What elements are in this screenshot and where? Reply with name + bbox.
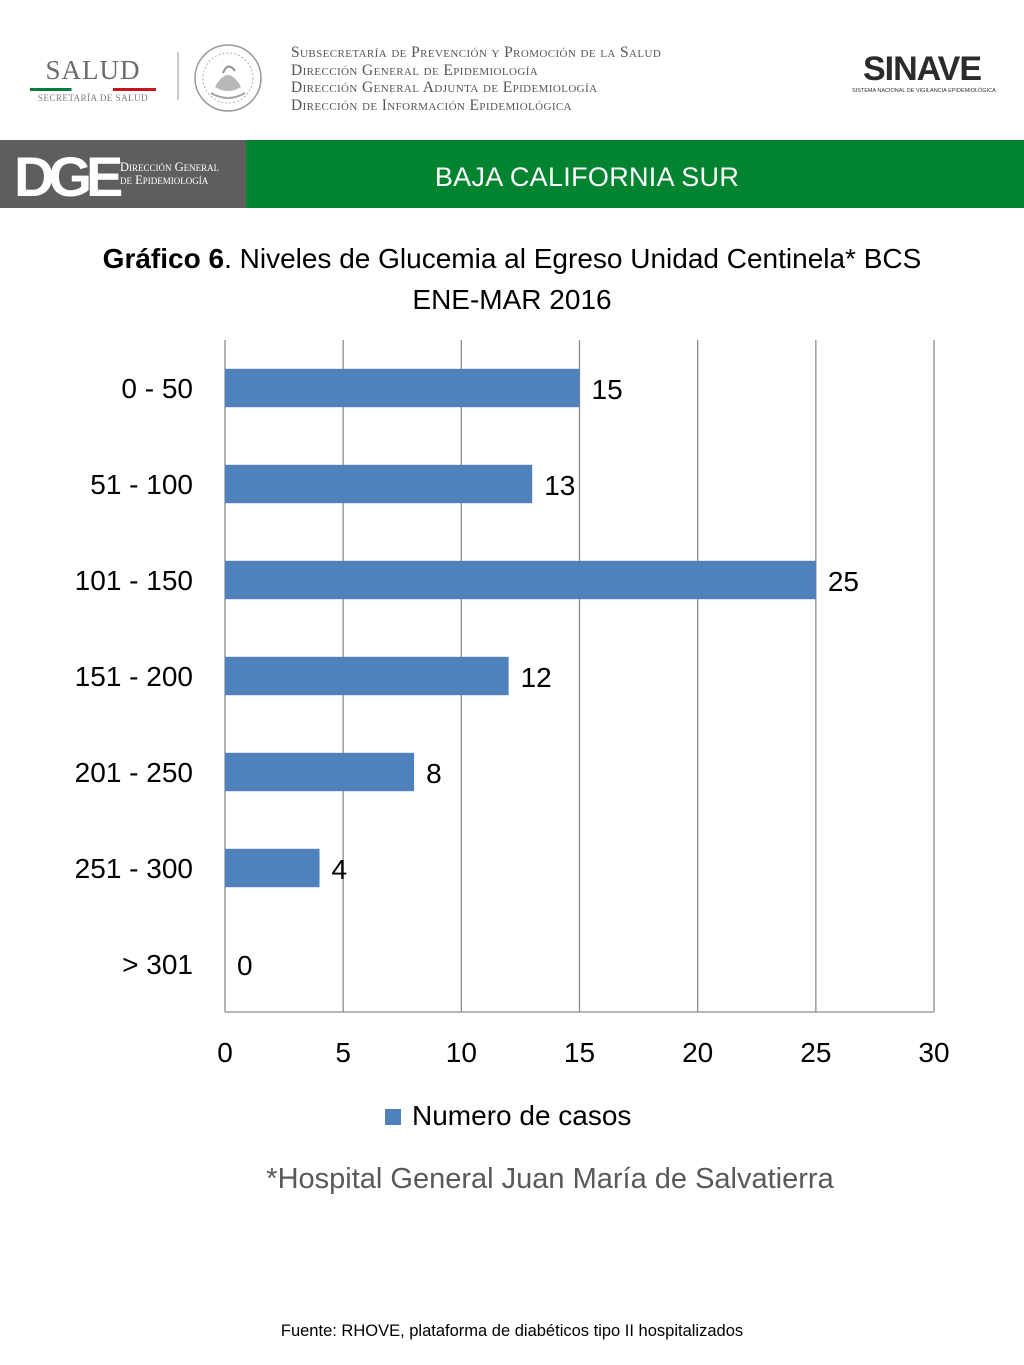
bar — [225, 464, 533, 504]
footnote: *Hospital General Juan María de Salvatie… — [266, 1163, 834, 1195]
header-divider — [177, 52, 179, 100]
chart-title-period: ENE-MAR 2016 — [412, 284, 612, 315]
category-label: 201 - 250 — [75, 757, 193, 788]
chart-title: Gráfico 6. Niveles de Glucemia al Egreso… — [0, 238, 1024, 320]
data-label: 25 — [828, 566, 859, 597]
page-header: SALUD SECRETARÍA DE SALUD Subsecretaría … — [0, 0, 1024, 140]
x-tick-label: 30 — [918, 1037, 949, 1068]
state-banner: BAJA CALIFORNIA SUR — [246, 140, 1024, 208]
bar-chart: 0 - 50 51 - 100 101 - 150 151 - 200 201 - 25… — [75, 340, 950, 1068]
category-label: 0 - 50 — [121, 373, 193, 404]
sinave-logo-word: SINAVE — [862, 50, 982, 88]
category-label: 51 - 100 — [90, 469, 193, 500]
category-label: > 301 — [122, 949, 193, 980]
bar — [225, 752, 415, 792]
bar — [225, 848, 320, 888]
chart-data-labels: 15 13 25 12 8 4 0 — [237, 374, 859, 981]
data-label: 8 — [426, 758, 442, 789]
salud-logo-rule — [30, 88, 156, 91]
national-seal-icon — [194, 44, 262, 112]
bar — [225, 368, 580, 408]
chart-bars — [225, 368, 816, 888]
chart-title-text: . Niveles de Glucemia al Egreso Unidad C… — [224, 243, 922, 274]
dge-logo-text-line2: de Epidemiología — [120, 173, 209, 187]
dge-logo-text-line1: Dirección General — [120, 160, 220, 174]
dge-logo: DGE Dirección General de Epidemiología — [0, 140, 246, 208]
salud-logo-word: SALUD — [45, 55, 141, 85]
institution-lines: Subsecretaría de Prevención y Promoción … — [291, 44, 811, 114]
x-tick-label: 25 — [800, 1037, 831, 1068]
dge-logo-letters: DGE — [14, 145, 122, 204]
data-label: 12 — [521, 662, 552, 693]
legend-label: Numero de casos — [412, 1100, 632, 1131]
legend-swatch — [385, 1109, 401, 1125]
data-label: 15 — [592, 374, 623, 405]
state-name: BAJA CALIFORNIA SUR — [434, 162, 740, 192]
sinave-logo: SINAVE SISTEMA NACIONAL DE VIGILANCIA EP… — [852, 46, 996, 98]
x-tick-label: 10 — [446, 1037, 477, 1068]
source-note: Fuente: RHOVE, plataforma de diabéticos … — [280, 1322, 744, 1340]
chart-tick-labels: 0 5 10 15 20 25 30 — [217, 1037, 949, 1068]
data-label: 0 — [237, 950, 253, 981]
salud-logo-subtitle: SECRETARÍA DE SALUD — [37, 93, 149, 103]
category-label: 251 - 300 — [75, 853, 193, 884]
data-label: 13 — [544, 470, 575, 501]
category-label: 101 - 150 — [75, 565, 193, 596]
data-label: 4 — [332, 854, 348, 885]
dge-logo-text: Dirección General de Epidemiología — [120, 161, 219, 187]
chart-category-labels: 0 - 50 51 - 100 101 - 150 151 - 200 201 - 25… — [75, 373, 193, 980]
x-tick-label: 15 — [564, 1037, 595, 1068]
sinave-logo-subtitle: SISTEMA NACIONAL DE VIGILANCIA EPIDEMIOL… — [852, 88, 996, 94]
x-tick-label: 20 — [682, 1037, 713, 1068]
title-band: DGE Dirección General de Epidemiología B… — [0, 140, 1024, 208]
dge-letters-logo: DGE — [14, 145, 122, 204]
institution-line-1: Subsecretaría de Prevención y Promoción … — [291, 44, 662, 61]
salud-logo: SALUD SECRETARÍA DE SALUD — [28, 55, 158, 105]
category-label: 151 - 200 — [75, 661, 193, 692]
x-tick-label: 0 — [217, 1037, 233, 1068]
x-tick-label: 5 — [335, 1037, 351, 1068]
bar — [225, 560, 816, 600]
institution-line-4: Dirección de Información Epidemiológica — [291, 96, 572, 114]
chart-title-number: Gráfico 6 — [102, 243, 225, 274]
bar — [225, 656, 509, 696]
institution-line-3: Dirección General Adjunta de Epidemiolog… — [291, 79, 598, 96]
institution-line-2: Dirección General de Epidemiología — [291, 61, 539, 79]
